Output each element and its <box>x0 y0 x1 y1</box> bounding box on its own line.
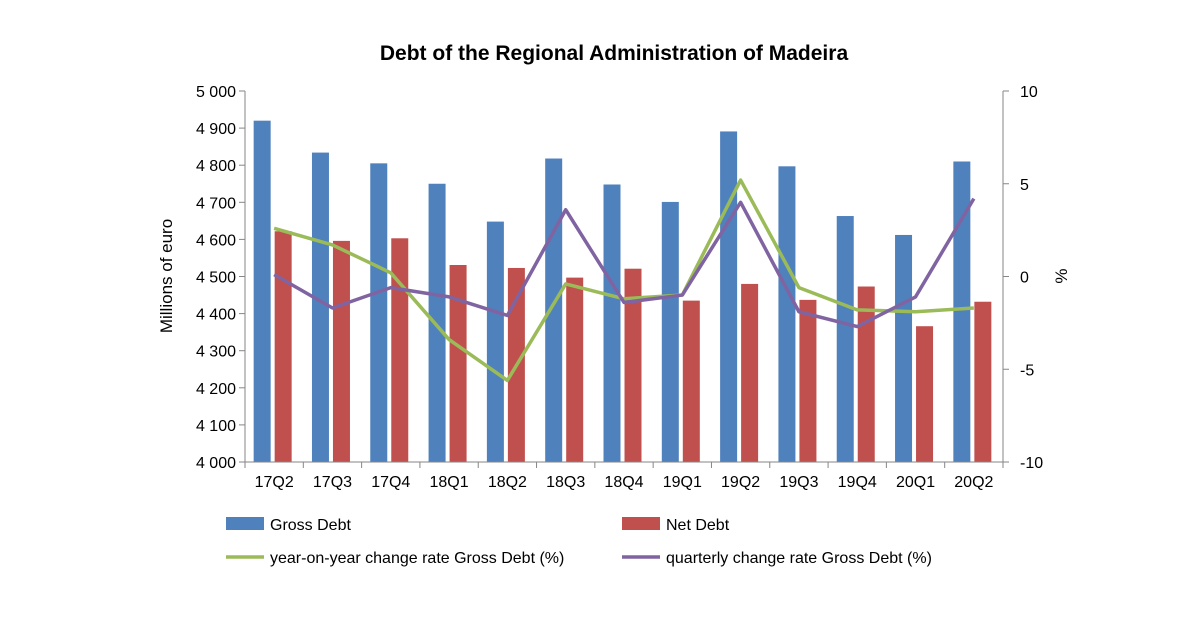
left-tick-label: 4 300 <box>196 344 236 361</box>
legend: Gross Debt Net Debt year-on-year change … <box>226 517 932 567</box>
left-tick-label: 4 700 <box>196 195 236 212</box>
bar-net-debt-18Q1 <box>449 264 467 462</box>
legend-swatch-gross-debt <box>226 517 264 530</box>
legend-swatch-net-debt <box>622 517 660 530</box>
bar-gross-debt-20Q2 <box>953 161 971 463</box>
bar-net-debt-19Q2 <box>741 283 759 462</box>
legend-item-yoy-change: year-on-year change rate Gross Debt (%) <box>226 550 564 567</box>
x-tick-label-17Q2: 17Q2 <box>255 474 294 491</box>
left-tick-label: 4 900 <box>196 121 236 138</box>
legend-label-net-debt: Net Debt <box>666 517 730 534</box>
line-year-on-year-change-rate-gross-debt <box>273 178 974 383</box>
x-tick-label-18Q1: 18Q1 <box>430 474 469 491</box>
bar-gross-debt-18Q3 <box>545 158 563 462</box>
left-axis-label: Millions of euro <box>157 219 176 333</box>
x-tick-label-18Q2: 18Q2 <box>488 474 527 491</box>
bar-net-debt-19Q3 <box>799 299 817 462</box>
bar-gross-debt-17Q3 <box>311 152 329 462</box>
bar-net-debt-20Q2 <box>974 301 992 462</box>
right-tick-label: 5 <box>1020 177 1029 194</box>
right-axis-label: % <box>1052 268 1071 283</box>
bar-gross-debt-19Q4 <box>836 216 854 462</box>
legend-item-quarterly-change: quarterly change rate Gross Debt (%) <box>622 550 932 567</box>
right-tick-label: -5 <box>1020 362 1034 379</box>
left-tick-label: 4 200 <box>196 381 236 398</box>
legend-item-gross-debt: Gross Debt <box>226 517 351 534</box>
chart-title: Debt of the Regional Administration of M… <box>380 42 849 65</box>
x-tick-label-19Q1: 19Q1 <box>663 474 702 491</box>
x-tick-label-18Q3: 18Q3 <box>546 474 585 491</box>
left-tick-label: 4 800 <box>196 158 236 175</box>
legend-label-quarterly-change: quarterly change rate Gross Debt (%) <box>666 550 932 567</box>
left-tick-label: 4 600 <box>196 232 236 249</box>
x-tick-label-20Q2: 20Q2 <box>954 474 993 491</box>
bar-gross-debt-19Q1 <box>661 201 679 462</box>
right-tick-label: 10 <box>1020 84 1038 101</box>
bar-net-debt-19Q4 <box>857 286 875 462</box>
line-quarterly-change-rate-gross-debt <box>273 197 976 329</box>
bar-net-debt-17Q2 <box>274 231 292 462</box>
left-tick-label: 4 000 <box>196 455 236 472</box>
bar-net-debt-17Q3 <box>332 240 350 462</box>
left-tick-label: 4 100 <box>196 418 236 435</box>
x-tick-label-19Q2: 19Q2 <box>721 474 760 491</box>
legend-label-gross-debt: Gross Debt <box>270 517 351 534</box>
x-tick-label-18Q4: 18Q4 <box>604 474 643 491</box>
right-tick-label: 0 <box>1020 270 1029 287</box>
left-tick-label: 5 000 <box>196 84 236 101</box>
x-tick-label-17Q4: 17Q4 <box>371 474 410 491</box>
x-tick-label-20Q1: 20Q1 <box>896 474 935 491</box>
x-tick-label-19Q3: 19Q3 <box>779 474 818 491</box>
bar-gross-debt-19Q2 <box>720 131 738 462</box>
bar-net-debt-19Q1 <box>682 300 700 462</box>
left-tick-label: 4 500 <box>196 270 236 287</box>
bar-net-debt-18Q4 <box>624 268 642 462</box>
left-tick-label: 4 400 <box>196 307 236 324</box>
bar-gross-debt-18Q1 <box>428 183 446 462</box>
x-tick-label-17Q3: 17Q3 <box>313 474 352 491</box>
right-tick-label: -10 <box>1020 455 1043 472</box>
bar-gross-debt-18Q4 <box>603 184 621 462</box>
bar-net-debt-17Q4 <box>391 238 409 462</box>
bar-gross-debt-18Q2 <box>486 221 504 462</box>
x-tick-label-19Q4: 19Q4 <box>838 474 877 491</box>
bar-net-debt-18Q3 <box>566 277 584 462</box>
legend-item-net-debt: Net Debt <box>622 517 730 534</box>
bar-net-debt-20Q1 <box>916 326 934 462</box>
bar-gross-debt-19Q3 <box>778 166 796 463</box>
legend-label-yoy-change: year-on-year change rate Gross Debt (%) <box>270 550 564 567</box>
bar-gross-debt-17Q4 <box>370 163 388 462</box>
plot-area: 4 000 4 100 4 200 4 300 4 400 4 500 4 600 4 700… <box>196 84 1043 491</box>
bar-gross-debt-17Q2 <box>253 120 271 463</box>
bar-gross-debt-20Q1 <box>895 234 913 462</box>
